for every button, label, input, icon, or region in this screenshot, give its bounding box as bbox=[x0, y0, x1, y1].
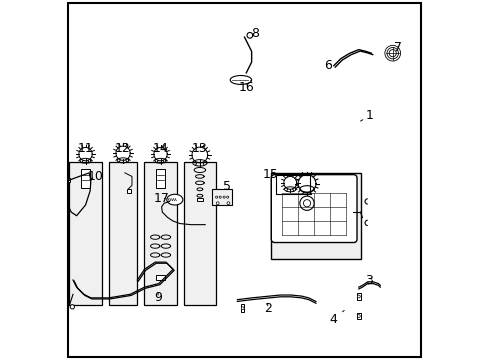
Text: 8: 8 bbox=[251, 27, 259, 40]
Circle shape bbox=[219, 196, 221, 198]
FancyBboxPatch shape bbox=[156, 275, 164, 280]
Circle shape bbox=[246, 32, 252, 38]
Circle shape bbox=[241, 307, 244, 310]
FancyBboxPatch shape bbox=[212, 189, 231, 205]
Ellipse shape bbox=[166, 194, 183, 205]
FancyBboxPatch shape bbox=[156, 169, 165, 188]
Text: 13: 13 bbox=[192, 142, 207, 155]
FancyBboxPatch shape bbox=[197, 198, 203, 202]
Circle shape bbox=[303, 200, 310, 207]
Text: 7: 7 bbox=[393, 41, 401, 54]
Circle shape bbox=[357, 295, 360, 298]
FancyBboxPatch shape bbox=[271, 175, 356, 243]
Circle shape bbox=[216, 202, 219, 204]
FancyBboxPatch shape bbox=[275, 175, 309, 194]
Text: 2: 2 bbox=[263, 302, 271, 315]
Text: 3: 3 bbox=[364, 274, 372, 287]
Circle shape bbox=[215, 196, 217, 198]
FancyBboxPatch shape bbox=[241, 304, 244, 312]
Circle shape bbox=[70, 305, 74, 309]
Text: 5: 5 bbox=[222, 180, 230, 193]
FancyBboxPatch shape bbox=[271, 173, 360, 258]
FancyBboxPatch shape bbox=[144, 162, 176, 305]
Text: 15: 15 bbox=[262, 168, 278, 181]
Circle shape bbox=[226, 196, 228, 198]
Text: 9: 9 bbox=[154, 291, 162, 305]
Text: 14: 14 bbox=[152, 142, 168, 155]
Text: 16: 16 bbox=[238, 81, 254, 94]
FancyBboxPatch shape bbox=[108, 162, 137, 305]
Circle shape bbox=[226, 202, 229, 204]
Text: 17: 17 bbox=[153, 192, 169, 205]
FancyBboxPatch shape bbox=[356, 293, 360, 300]
Circle shape bbox=[357, 315, 360, 318]
Circle shape bbox=[223, 196, 225, 198]
FancyBboxPatch shape bbox=[67, 178, 70, 182]
Text: 10: 10 bbox=[87, 170, 103, 183]
Circle shape bbox=[299, 196, 313, 210]
Ellipse shape bbox=[230, 76, 251, 85]
Text: 4: 4 bbox=[329, 310, 344, 326]
FancyBboxPatch shape bbox=[126, 189, 131, 193]
FancyBboxPatch shape bbox=[81, 169, 90, 188]
Text: 1: 1 bbox=[360, 109, 373, 122]
FancyBboxPatch shape bbox=[356, 313, 360, 319]
FancyBboxPatch shape bbox=[183, 162, 216, 305]
FancyBboxPatch shape bbox=[69, 162, 102, 305]
Text: 6: 6 bbox=[323, 59, 331, 72]
Text: 12: 12 bbox=[115, 142, 131, 155]
Text: 11: 11 bbox=[78, 142, 93, 155]
